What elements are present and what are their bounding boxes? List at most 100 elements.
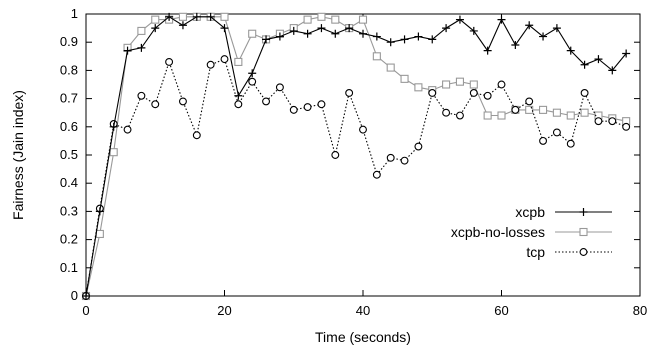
data-point-xcpb-no-losses bbox=[358, 15, 368, 24]
data-point-tcp bbox=[359, 125, 367, 134]
data-point-xcpb-no-losses bbox=[525, 105, 534, 114]
data-point-tcp bbox=[317, 100, 326, 109]
data-point-xcpb bbox=[442, 24, 451, 33]
data-point-xcpb-no-losses bbox=[497, 111, 506, 120]
data-point-tcp bbox=[303, 103, 312, 112]
y-axis-title: Fairness (Jain index) bbox=[10, 90, 26, 220]
data-point-xcpb bbox=[455, 15, 464, 24]
y-tick-label: 0.5 bbox=[60, 147, 78, 162]
data-point-xcpb bbox=[262, 35, 271, 44]
data-point-xcpb bbox=[483, 46, 492, 55]
data-point-tcp bbox=[275, 83, 284, 92]
data-point-xcpb bbox=[428, 35, 437, 44]
data-point-xcpb-no-losses bbox=[303, 15, 312, 24]
data-point-xcpb bbox=[248, 69, 257, 78]
data-point-tcp bbox=[400, 156, 409, 165]
data-point-tcp bbox=[123, 125, 132, 134]
data-point-xcpb bbox=[414, 32, 423, 41]
data-point-xcpb bbox=[234, 91, 243, 100]
data-point-xcpb-no-losses bbox=[109, 148, 118, 157]
data-point-xcpb-no-losses bbox=[566, 111, 575, 120]
data-point-xcpb-no-losses bbox=[317, 12, 326, 21]
data-point-xcpb bbox=[386, 38, 395, 47]
y-tick-label: 0.9 bbox=[60, 34, 78, 49]
legend-entry-tcp: tcp bbox=[526, 244, 612, 260]
data-point-xcpb-no-losses bbox=[372, 52, 381, 61]
data-point-xcpb bbox=[566, 46, 575, 55]
legend-label: tcp bbox=[526, 244, 545, 260]
series-xcpb-no-losses bbox=[81, 12, 631, 301]
legend-label: xcpb-no-losses bbox=[451, 224, 545, 240]
x-tick-label: 40 bbox=[356, 303, 370, 318]
data-point-xcpb-no-losses bbox=[178, 12, 187, 21]
data-point-xcpb-no-losses bbox=[151, 15, 160, 24]
data-point-tcp bbox=[234, 100, 243, 109]
data-point-xcpb bbox=[622, 49, 631, 58]
data-point-tcp bbox=[469, 89, 478, 97]
data-point-xcpb-no-losses bbox=[95, 229, 104, 239]
legend-entry-xcpb: xcpb bbox=[515, 204, 612, 220]
data-point-xcpb-no-losses bbox=[234, 57, 243, 66]
data-point-xcpb-no-losses bbox=[442, 80, 451, 89]
data-point-xcpb bbox=[552, 24, 561, 33]
data-point-xcpb-no-losses bbox=[414, 83, 423, 92]
data-point-tcp bbox=[262, 97, 270, 106]
data-point-tcp bbox=[594, 117, 603, 126]
data-point-xcpb bbox=[345, 24, 354, 33]
data-point-xcpb bbox=[275, 32, 284, 41]
data-point-xcpb-no-losses bbox=[552, 108, 561, 117]
data-point-xcpb bbox=[137, 43, 146, 52]
data-point-xcpb bbox=[331, 29, 340, 38]
data-point-tcp bbox=[442, 108, 451, 117]
x-tick-labels: 0 20 40 60 80 bbox=[82, 303, 647, 318]
data-point-xcpb-no-losses bbox=[220, 12, 229, 21]
x-axis-title: Time (seconds) bbox=[315, 329, 411, 345]
data-point-tcp bbox=[622, 122, 631, 131]
data-point-xcpb-no-losses bbox=[469, 80, 478, 89]
data-point-xcpb-no-losses bbox=[137, 26, 146, 35]
data-point-tcp bbox=[428, 89, 437, 97]
data-point-xcpb bbox=[497, 15, 506, 24]
y-tick-labels: 0 0.1 0.2 0.3 0.4 0.5 0.6 0.7 0.8 0.9 1 bbox=[60, 6, 78, 303]
series-xcpb bbox=[82, 12, 631, 300]
y-tick-label: 0.2 bbox=[60, 232, 78, 247]
x-tick-label: 60 bbox=[494, 303, 508, 318]
data-point-xcpb bbox=[372, 32, 381, 41]
series-line-tcp bbox=[85, 58, 627, 297]
tick-marks bbox=[85, 13, 641, 297]
data-point-xcpb bbox=[608, 66, 617, 75]
legend-marker bbox=[579, 248, 588, 256]
data-point-xcpb bbox=[539, 32, 548, 41]
data-point-tcp bbox=[414, 142, 423, 151]
data-point-xcpb bbox=[400, 35, 409, 44]
data-point-tcp bbox=[248, 77, 257, 86]
data-point-xcpb-no-losses bbox=[248, 29, 257, 38]
plot-frame bbox=[85, 13, 641, 297]
data-point-tcp bbox=[483, 91, 492, 100]
data-point-xcpb bbox=[95, 207, 104, 216]
series-line-xcpb-no-losses bbox=[85, 16, 627, 297]
data-point-tcp bbox=[220, 55, 229, 64]
data-point-xcpb bbox=[220, 24, 229, 33]
data-point-xcpb-no-losses bbox=[538, 105, 548, 114]
data-point-xcpb bbox=[82, 292, 90, 300]
data-point-tcp bbox=[345, 89, 354, 97]
data-point-xcpb-no-losses bbox=[483, 111, 492, 120]
data-point-xcpb bbox=[123, 46, 132, 55]
data-point-xcpb bbox=[511, 41, 520, 50]
data-point-tcp bbox=[552, 128, 561, 137]
data-point-tcp bbox=[511, 105, 520, 114]
data-point-xcpb-no-losses bbox=[400, 74, 409, 83]
data-point-tcp bbox=[372, 170, 381, 179]
y-tick-label: 0.1 bbox=[60, 260, 78, 275]
y-tick-label: 0.7 bbox=[60, 91, 78, 106]
data-point-tcp bbox=[137, 91, 146, 100]
legend-marker bbox=[579, 208, 588, 216]
y-tick-label: 0 bbox=[71, 288, 78, 303]
data-point-tcp bbox=[456, 111, 464, 120]
data-point-tcp bbox=[608, 117, 617, 126]
data-point-tcp bbox=[539, 136, 547, 145]
legend-entry-xcpb-no-losses: xcpb-no-losses bbox=[451, 224, 612, 240]
legend-marker bbox=[579, 227, 588, 237]
